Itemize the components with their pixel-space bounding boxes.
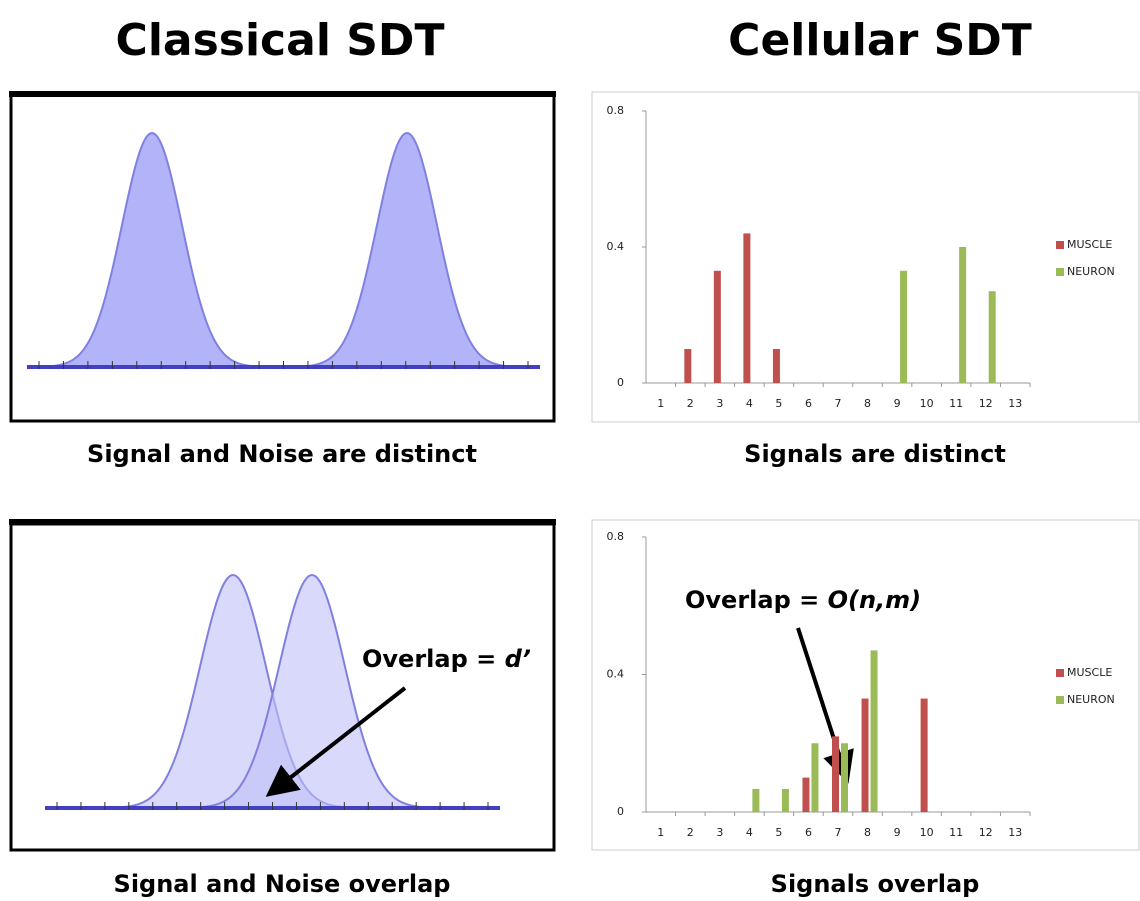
caption: Signal and Noise overlap: [114, 870, 451, 898]
bar: [900, 270, 908, 383]
bar: [772, 349, 780, 383]
annotation-symbol: d’: [505, 645, 531, 673]
x-tick-label: 11: [949, 826, 963, 839]
legend-label: MUSCLE: [1067, 666, 1112, 679]
panel-frame-top: [9, 91, 556, 97]
x-tick-label: 3: [716, 826, 723, 839]
caption: Signals overlap: [771, 870, 980, 898]
legend-label: NEURON: [1067, 693, 1115, 706]
panel-frame-top: [9, 519, 556, 525]
x-tick-label: 8: [864, 397, 871, 410]
x-tick-label: 12: [979, 397, 993, 410]
chart-frame: [591, 91, 1140, 423]
y-tick-label: 0.8: [607, 530, 625, 543]
bar: [743, 233, 751, 383]
caption: Signals are distinct: [744, 440, 1006, 468]
y-tick-label: 0: [617, 376, 624, 389]
x-tick-label: 9: [894, 397, 901, 410]
bar: [870, 650, 878, 812]
x-tick-label: 1: [657, 826, 664, 839]
caption: Signal and Noise are distinct: [87, 440, 477, 468]
x-tick-label: 11: [949, 397, 963, 410]
x-tick-label: 8: [864, 826, 871, 839]
annotation-label: Overlap =: [362, 645, 505, 673]
x-tick-label: 7: [835, 397, 842, 410]
distributions: [27, 131, 540, 810]
legend-label: MUSCLE: [1067, 238, 1112, 251]
bar: [920, 698, 928, 812]
x-tick-label: 5: [775, 826, 782, 839]
panel-frame: [9, 93, 556, 423]
y-tick-label: 0.4: [607, 240, 625, 253]
x-tick-label: 6: [805, 397, 812, 410]
x-tick-label: 4: [746, 397, 753, 410]
bar: [832, 736, 839, 812]
arrow: [265, 686, 407, 797]
x-tick-label: 12: [979, 826, 993, 839]
bar: [861, 698, 869, 812]
bar: [684, 349, 692, 383]
x-tick-label: 10: [920, 397, 934, 410]
bar: [959, 247, 967, 383]
annotation-label: Overlap =: [685, 586, 828, 614]
legend-swatch: [1056, 696, 1064, 704]
x-tick-label: 13: [1008, 397, 1022, 410]
x-tick-label: 2: [687, 826, 694, 839]
legend-label: NEURON: [1067, 265, 1115, 278]
x-tick-label: 4: [746, 826, 753, 839]
x-tick-label: 7: [835, 826, 842, 839]
legend-swatch: [1056, 241, 1064, 249]
x-tick-label: 3: [716, 397, 723, 410]
y-tick-label: 0.4: [607, 668, 625, 681]
x-tick-label: 1: [657, 397, 664, 410]
x-tick-label: 5: [775, 397, 782, 410]
y-tick-label: 0: [617, 805, 624, 818]
bar: [841, 743, 848, 812]
annotation-symbol: O(n,m): [828, 586, 922, 614]
annotation: Overlap = d’: [362, 645, 531, 673]
heading: Classical SDT: [116, 15, 445, 66]
legend-swatch: [1056, 669, 1064, 677]
x-tick-label: 13: [1008, 826, 1022, 839]
bar: [781, 788, 789, 812]
heading: Cellular SDT: [728, 15, 1032, 66]
legend-swatch: [1056, 268, 1064, 276]
x-tick-label: 6: [805, 826, 812, 839]
bar: [988, 291, 996, 383]
x-tick-label: 2: [687, 397, 694, 410]
bar: [802, 777, 810, 812]
bar: [752, 788, 760, 812]
x-tick-label: 9: [894, 826, 901, 839]
bar: [811, 743, 819, 812]
annotation: Overlap = O(n,m): [685, 586, 921, 614]
x-tick-label: 10: [920, 826, 934, 839]
y-tick-label: 0.8: [607, 104, 625, 117]
bar: [713, 270, 721, 383]
